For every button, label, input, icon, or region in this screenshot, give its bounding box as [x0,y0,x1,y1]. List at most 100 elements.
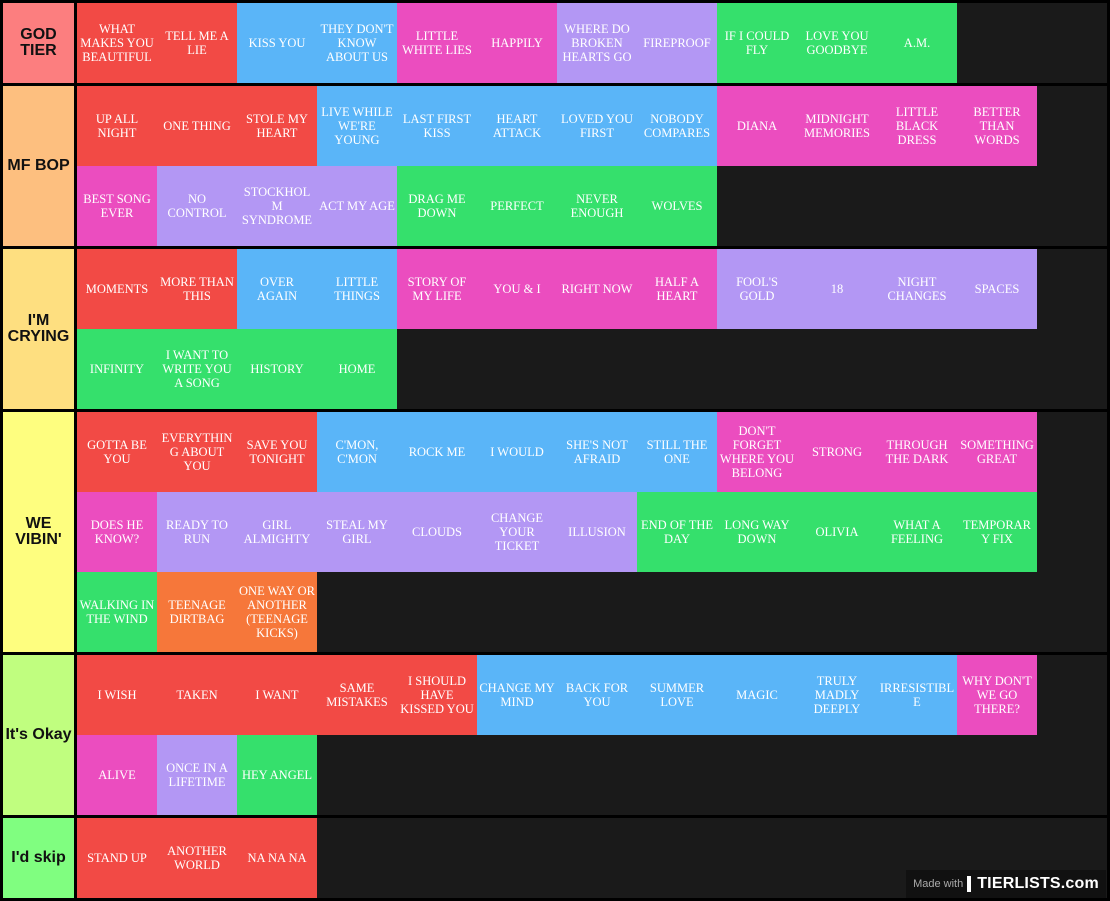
tier-items-area[interactable]: STAND UP ANOTHER WORLD NA NA NA [77,818,1107,898]
tier-item-tile[interactable]: LOVE YOU GOODBYE [797,3,877,83]
tier-items-area[interactable]: UP ALL NIGHT ONE THING STOLE MY HEART LIVE … [77,86,1107,246]
tier-item-tile[interactable]: STOLE MY HEART [237,86,317,166]
tier-item-tile[interactable]: GOTTA BE YOU [77,412,157,492]
tier-item-tile[interactable]: IF I COULD FLY [717,3,797,83]
tier-item-tile[interactable]: STEAL MY GIRL [317,492,397,572]
tier-item-tile[interactable]: SHE'S NOT AFRAID [557,412,637,492]
tier-item-tile[interactable]: HOME [317,329,397,409]
tier-item-tile[interactable]: ILLUSION [557,492,637,572]
tier-label[interactable]: I'd skip [3,818,74,898]
tier-item-tile[interactable]: CHANGE YOUR TICKET [477,492,557,572]
tier-label[interactable]: MF BOP [3,86,74,246]
tier-item-tile[interactable]: CLOUDS [397,492,477,572]
tier-item-tile[interactable]: STILL THE ONE [637,412,717,492]
tier-item-tile[interactable]: LOVED YOU FIRST [557,86,637,166]
tier-item-tile[interactable]: NA NA NA [237,818,317,898]
tier-item-tile[interactable]: ONE THING [157,86,237,166]
tier-item-tile[interactable]: ONCE IN A LIFETIME [157,735,237,815]
tier-item-tile[interactable]: OLIVIA [797,492,877,572]
tier-item-tile[interactable]: DOES HE KNOW? [77,492,157,572]
tier-item-tile[interactable]: HALF A HEART [637,249,717,329]
tier-item-tile[interactable]: HEY ANGEL [237,735,317,815]
tier-item-tile[interactable]: I WOULD [477,412,557,492]
tier-item-tile[interactable]: TEENAGE DIRTBAG [157,572,237,652]
tier-item-tile[interactable]: NO CONTROL [157,166,237,246]
tier-item-tile[interactable]: STOCKHOLM SYNDROME [237,166,317,246]
tier-item-tile[interactable]: YOU & I [477,249,557,329]
tier-item-tile[interactable]: ONE WAY OR ANOTHER (TEENAGE KICKS) [237,572,317,652]
tier-item-tile[interactable]: PERFECT [477,166,557,246]
tier-item-tile[interactable]: STORY OF MY LIFE [397,249,477,329]
tier-item-tile[interactable]: READY TO RUN [157,492,237,572]
tier-item-tile[interactable]: MIDNIGHT MEMORIES [797,86,877,166]
tier-items-area[interactable]: GOTTA BE YOU EVERYTHING ABOUT YOU SAVE YOU… [77,412,1107,652]
tier-item-tile[interactable]: SPACES [957,249,1037,329]
tier-item-tile[interactable]: LITTLE THINGS [317,249,397,329]
tier-item-tile[interactable]: I SHOULD HAVE KISSED YOU [397,655,477,735]
tier-label[interactable]: WE VIBIN' [3,412,74,652]
tier-item-tile[interactable]: LITTLE WHITE LIES [397,3,477,83]
tier-item-tile[interactable]: MOMENTS [77,249,157,329]
tier-item-tile[interactable]: ANOTHER WORLD [157,818,237,898]
tier-item-tile[interactable]: UP ALL NIGHT [77,86,157,166]
tier-item-tile[interactable]: EVERYTHING ABOUT YOU [157,412,237,492]
tier-item-tile[interactable]: DIANA [717,86,797,166]
tier-item-tile[interactable]: WHY DON'T WE GO THERE? [957,655,1037,735]
tier-item-tile[interactable]: STAND UP [77,818,157,898]
tier-item-tile[interactable]: FOOL'S GOLD [717,249,797,329]
tier-item-tile[interactable]: ROCK ME [397,412,477,492]
tier-item-tile[interactable]: HISTORY [237,329,317,409]
tier-item-tile[interactable]: RIGHT NOW [557,249,637,329]
tier-item-tile[interactable]: LAST FIRST KISS [397,86,477,166]
tier-item-tile[interactable]: MAGIC [717,655,797,735]
tier-item-tile[interactable]: HEART ATTACK [477,86,557,166]
tier-item-tile[interactable]: TAKEN [157,655,237,735]
tier-item-tile[interactable]: SUMMER LOVE [637,655,717,735]
tier-item-tile[interactable]: HAPPILY [477,3,557,83]
tier-item-tile[interactable]: A.M. [877,3,957,83]
tier-item-tile[interactable]: BETTER THAN WORDS [957,86,1037,166]
tier-item-tile[interactable]: LONG WAY DOWN [717,492,797,572]
tier-item-tile[interactable]: FIREPROOF [637,3,717,83]
tier-item-tile[interactable]: BEST SONG EVER [77,166,157,246]
tier-items-area[interactable]: MOMENTS MORE THAN THIS OVER AGAIN LITTLE TH… [77,249,1107,409]
tier-item-tile[interactable]: MORE THAN THIS [157,249,237,329]
tier-item-tile[interactable]: WHERE DO BROKEN HEARTS GO [557,3,637,83]
tier-item-tile[interactable]: NOBODY COMPARES [637,86,717,166]
tier-item-tile[interactable]: DRAG ME DOWN [397,166,477,246]
tier-item-tile[interactable]: STRONG [797,412,877,492]
tier-item-tile[interactable]: IRRESISTIBLE [877,655,957,735]
tier-items-area[interactable]: WHAT MAKES YOU BEAUTIFUL TELL ME A LIE KIS… [77,3,1107,83]
tier-item-tile[interactable]: WALKING IN THE WIND [77,572,157,652]
tier-item-tile[interactable]: C'MON, C'MON [317,412,397,492]
tier-label[interactable]: I'M CRYING [3,249,74,409]
tier-item-tile[interactable]: GIRL ALMIGHTY [237,492,317,572]
tier-item-tile[interactable]: BACK FOR YOU [557,655,637,735]
tier-label[interactable]: GOD TIER [3,3,74,83]
tier-item-tile[interactable]: I WANT [237,655,317,735]
tier-item-tile[interactable]: KISS YOU [237,3,317,83]
tier-item-tile[interactable]: DON'T FORGET WHERE YOU BELONG [717,412,797,492]
tier-item-tile[interactable]: TRULY MADLY DEEPLY [797,655,877,735]
tier-item-tile[interactable]: 18 [797,249,877,329]
tier-item-tile[interactable]: WHAT A FEELING [877,492,957,572]
tier-item-tile[interactable]: LIVE WHILE WE'RE YOUNG [317,86,397,166]
tier-item-tile[interactable]: I WANT TO WRITE YOU A SONG [157,329,237,409]
tier-items-area[interactable]: I WISH TAKEN I WANT SAME MISTAKES I SHOULD H… [77,655,1107,815]
tier-item-tile[interactable]: ALIVE [77,735,157,815]
tier-item-tile[interactable]: ACT MY AGE [317,166,397,246]
tier-item-tile[interactable]: SOMETHING GREAT [957,412,1037,492]
tier-item-tile[interactable]: SAME MISTAKES [317,655,397,735]
tier-item-tile[interactable]: NIGHT CHANGES [877,249,957,329]
tier-item-tile[interactable]: WOLVES [637,166,717,246]
tier-item-tile[interactable]: OVER AGAIN [237,249,317,329]
tier-item-tile[interactable]: LITTLE BLACK DRESS [877,86,957,166]
tier-item-tile[interactable]: THROUGH THE DARK [877,412,957,492]
tier-item-tile[interactable]: INFINITY [77,329,157,409]
tier-label[interactable]: It's Okay [3,655,74,815]
tier-item-tile[interactable]: END OF THE DAY [637,492,717,572]
tier-item-tile[interactable]: I WISH [77,655,157,735]
tier-item-tile[interactable]: TELL ME A LIE [157,3,237,83]
tier-item-tile[interactable]: SAVE YOU TONIGHT [237,412,317,492]
tier-item-tile[interactable]: THEY DON'T KNOW ABOUT US [317,3,397,83]
